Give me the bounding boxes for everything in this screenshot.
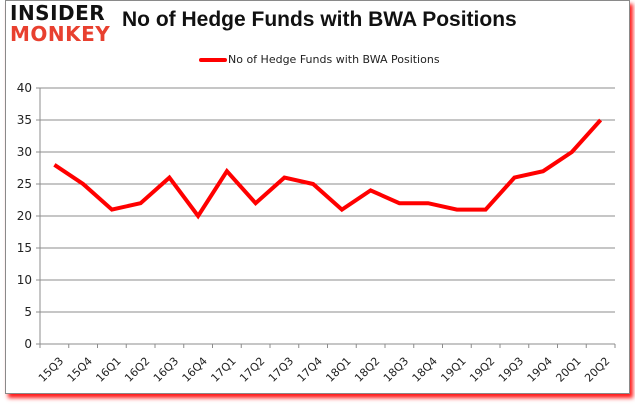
y-tick-label: 20 (17, 209, 32, 223)
x-tick-label: 20Q1 (553, 355, 583, 385)
x-tick-label: 18Q4 (410, 355, 440, 385)
y-tick-label: 10 (17, 273, 32, 287)
legend-line-swatch-icon (199, 57, 227, 62)
y-tick-label: 15 (17, 241, 32, 255)
x-tick-label: 18Q1 (323, 355, 353, 385)
x-tick-label: 16Q1 (93, 355, 123, 385)
y-tick-label: 30 (17, 145, 32, 159)
y-tick-label: 40 (17, 81, 32, 95)
insider-monkey-logo: INSIDER MONKEY (10, 3, 115, 44)
legend-label: No of Hedge Funds with BWA Positions (228, 53, 440, 66)
x-tick-label: 15Q3 (36, 355, 66, 385)
x-tick-label: 19Q2 (467, 355, 497, 385)
chart-title: No of Hedge Funds with BWA Positions (122, 8, 517, 31)
x-axis-ticks: 15Q315Q416Q116Q216Q316Q417Q117Q217Q317Q4… (36, 344, 616, 385)
chart-frame (5, 0, 630, 394)
y-axis-ticks: 0 5 10 15 20 25 30 35 40 (17, 81, 32, 351)
y-tick-label: 0 (24, 337, 32, 351)
x-tick-label: 17Q4 (295, 355, 325, 385)
logo-line2: MONKEY (10, 22, 111, 46)
y-tick-label: 5 (24, 305, 32, 319)
x-tick-label: 16Q2 (122, 355, 152, 385)
x-tick-label: 16Q3 (151, 355, 181, 385)
x-tick-label: 19Q4 (525, 355, 555, 385)
x-tick-label: 19Q3 (496, 355, 526, 385)
x-tick-label: 19Q1 (438, 355, 468, 385)
x-tick-label: 17Q3 (266, 355, 296, 385)
logo-line1: INSIDER (10, 1, 106, 25)
x-tick-label: 20Q2 (582, 355, 612, 385)
x-tick-label: 18Q3 (381, 355, 411, 385)
chart-legend: No of Hedge Funds with BWA Positions (199, 53, 440, 66)
y-tick-label: 25 (17, 177, 32, 191)
x-tick-label: 16Q4 (180, 355, 210, 385)
x-tick-label: 15Q4 (65, 355, 95, 385)
x-tick-label: 17Q1 (208, 355, 238, 385)
x-tick-label: 18Q2 (352, 355, 382, 385)
x-tick-label: 17Q2 (237, 355, 267, 385)
y-tick-label: 35 (17, 113, 32, 127)
gridlines (36, 87, 615, 345)
series-line (53, 118, 603, 220)
